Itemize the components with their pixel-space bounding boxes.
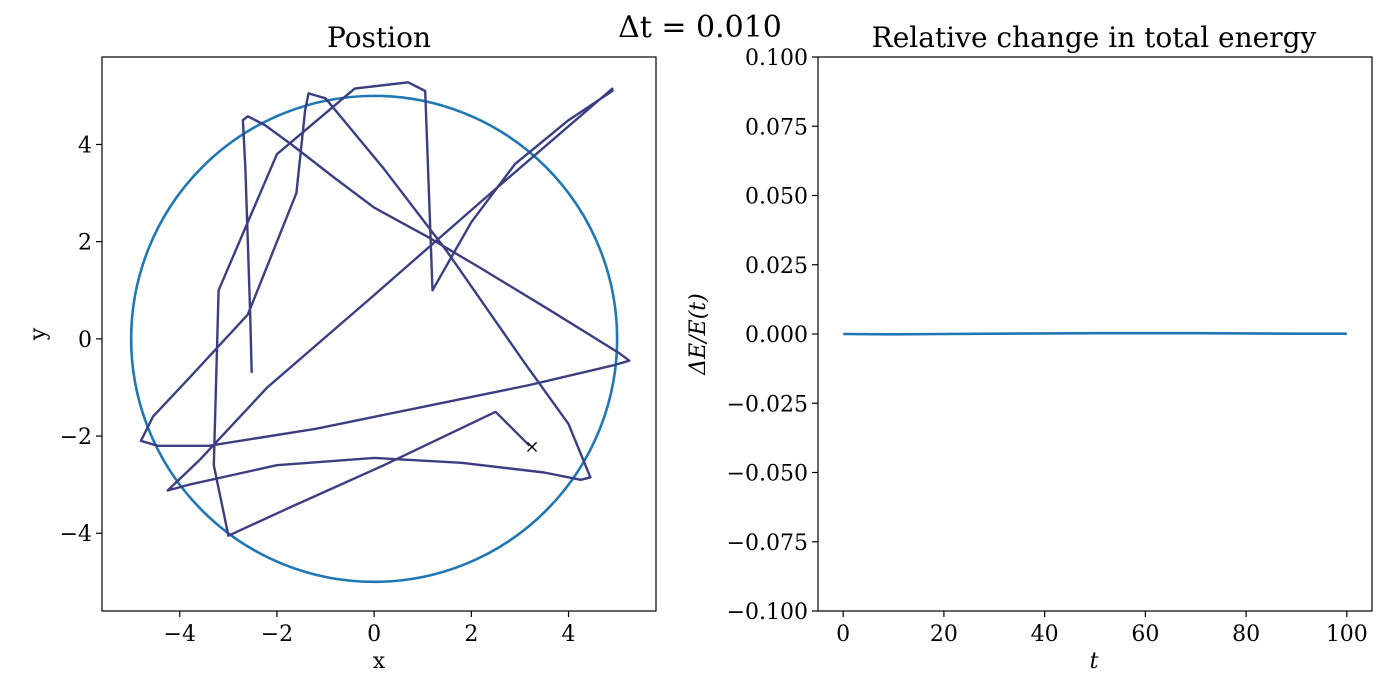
energy-x-tick-label: 40 <box>1031 622 1059 647</box>
energy-y-tick-label: −0.050 <box>727 462 808 487</box>
figure-suptitle: Δt = 0.010 <box>618 10 782 45</box>
energy-x-tick-label: 20 <box>930 622 958 647</box>
energy-x-tick-label: 80 <box>1232 622 1260 647</box>
circle-orbit <box>129 94 619 584</box>
energy-y-label: ΔE/E(t) <box>686 293 711 375</box>
position-plot-area: × <box>129 81 631 584</box>
position-plot-frame <box>101 56 657 612</box>
energy-y-tick-label: −0.100 <box>727 600 808 625</box>
energy-y-tick-label: −0.075 <box>727 531 808 556</box>
energy-y-ticks: −0.100 −0.075 −0.050 −0.025 0.000 0.025 0.050 0… <box>727 46 818 625</box>
position-plot-title: Postion <box>327 21 431 54</box>
energy-y-tick-label: −0.025 <box>727 392 808 417</box>
position-y-tick-label: −4 <box>60 522 92 547</box>
position-y-ticks: −4 −2 0 2 4 <box>60 133 102 547</box>
position-y-tick-label: 2 <box>78 231 92 256</box>
position-x-tick-label: 4 <box>562 622 576 647</box>
energy-x-tick-label: 60 <box>1131 622 1159 647</box>
position-x-tick-label: 2 <box>464 622 478 647</box>
energy-y-tick-label: 0.050 <box>745 185 808 210</box>
energy-x-label: t <box>1090 649 1099 674</box>
energy-plot-title: Relative change in total energy <box>872 21 1317 54</box>
energy-x-tick-label: 0 <box>836 622 850 647</box>
energy-plot-area <box>843 331 1347 336</box>
position-y-label: y <box>26 327 51 341</box>
position-x-tick-label: 0 <box>367 622 381 647</box>
energy-change-line <box>843 331 1347 336</box>
position-x-tick-label: −2 <box>261 622 293 647</box>
position-x-ticks: −4 −2 0 2 4 <box>164 611 576 647</box>
energy-y-tick-label: 0.075 <box>745 115 808 140</box>
trajectory-line <box>139 81 631 537</box>
position-x-label: x <box>373 649 386 674</box>
energy-y-tick-label: 0.100 <box>745 46 808 71</box>
energy-x-ticks: 0 20 40 60 80 100 <box>836 611 1368 647</box>
energy-x-tick-label: 100 <box>1326 622 1368 647</box>
position-y-tick-label: 0 <box>78 328 92 353</box>
position-plot: Postion × −4 −2 0 2 4 −4 −2 0 2 4 x y <box>26 21 657 674</box>
energy-y-tick-label: 0.025 <box>745 254 808 279</box>
end-marker: × <box>525 437 540 458</box>
position-y-tick-label: −2 <box>60 425 92 450</box>
energy-plot: Relative change in total energy 0 20 40 60 8… <box>686 21 1373 674</box>
position-y-tick-label: 4 <box>78 133 92 158</box>
energy-y-tick-label: 0.000 <box>745 323 808 348</box>
position-x-tick-label: −4 <box>164 622 196 647</box>
